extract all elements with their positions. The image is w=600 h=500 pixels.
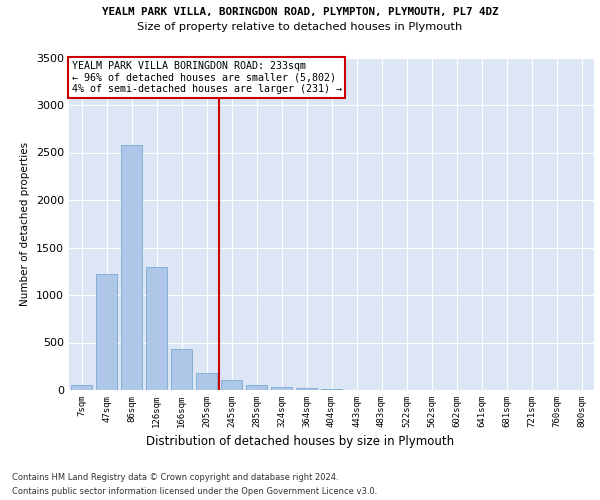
Bar bbox=[146, 266, 167, 390]
Text: Size of property relative to detached houses in Plymouth: Size of property relative to detached ho… bbox=[137, 22, 463, 32]
Text: YEALM PARK VILLA, BORINGDON ROAD, PLYMPTON, PLYMOUTH, PL7 4DZ: YEALM PARK VILLA, BORINGDON ROAD, PLYMPT… bbox=[102, 8, 498, 18]
Y-axis label: Number of detached properties: Number of detached properties bbox=[20, 142, 31, 306]
Bar bbox=[221, 380, 242, 390]
Text: Contains public sector information licensed under the Open Government Licence v3: Contains public sector information licen… bbox=[12, 488, 377, 496]
Text: Contains HM Land Registry data © Crown copyright and database right 2024.: Contains HM Land Registry data © Crown c… bbox=[12, 472, 338, 482]
Text: YEALM PARK VILLA BORINGDON ROAD: 233sqm
← 96% of detached houses are smaller (5,: YEALM PARK VILLA BORINGDON ROAD: 233sqm … bbox=[71, 61, 341, 94]
Bar bbox=[121, 145, 142, 390]
Bar bbox=[196, 373, 217, 390]
Bar bbox=[321, 389, 342, 390]
Bar bbox=[246, 385, 267, 390]
Bar bbox=[271, 386, 292, 390]
Text: Distribution of detached houses by size in Plymouth: Distribution of detached houses by size … bbox=[146, 435, 454, 448]
Bar bbox=[71, 385, 92, 390]
Bar bbox=[96, 274, 117, 390]
Bar bbox=[296, 388, 317, 390]
Bar bbox=[171, 349, 192, 390]
